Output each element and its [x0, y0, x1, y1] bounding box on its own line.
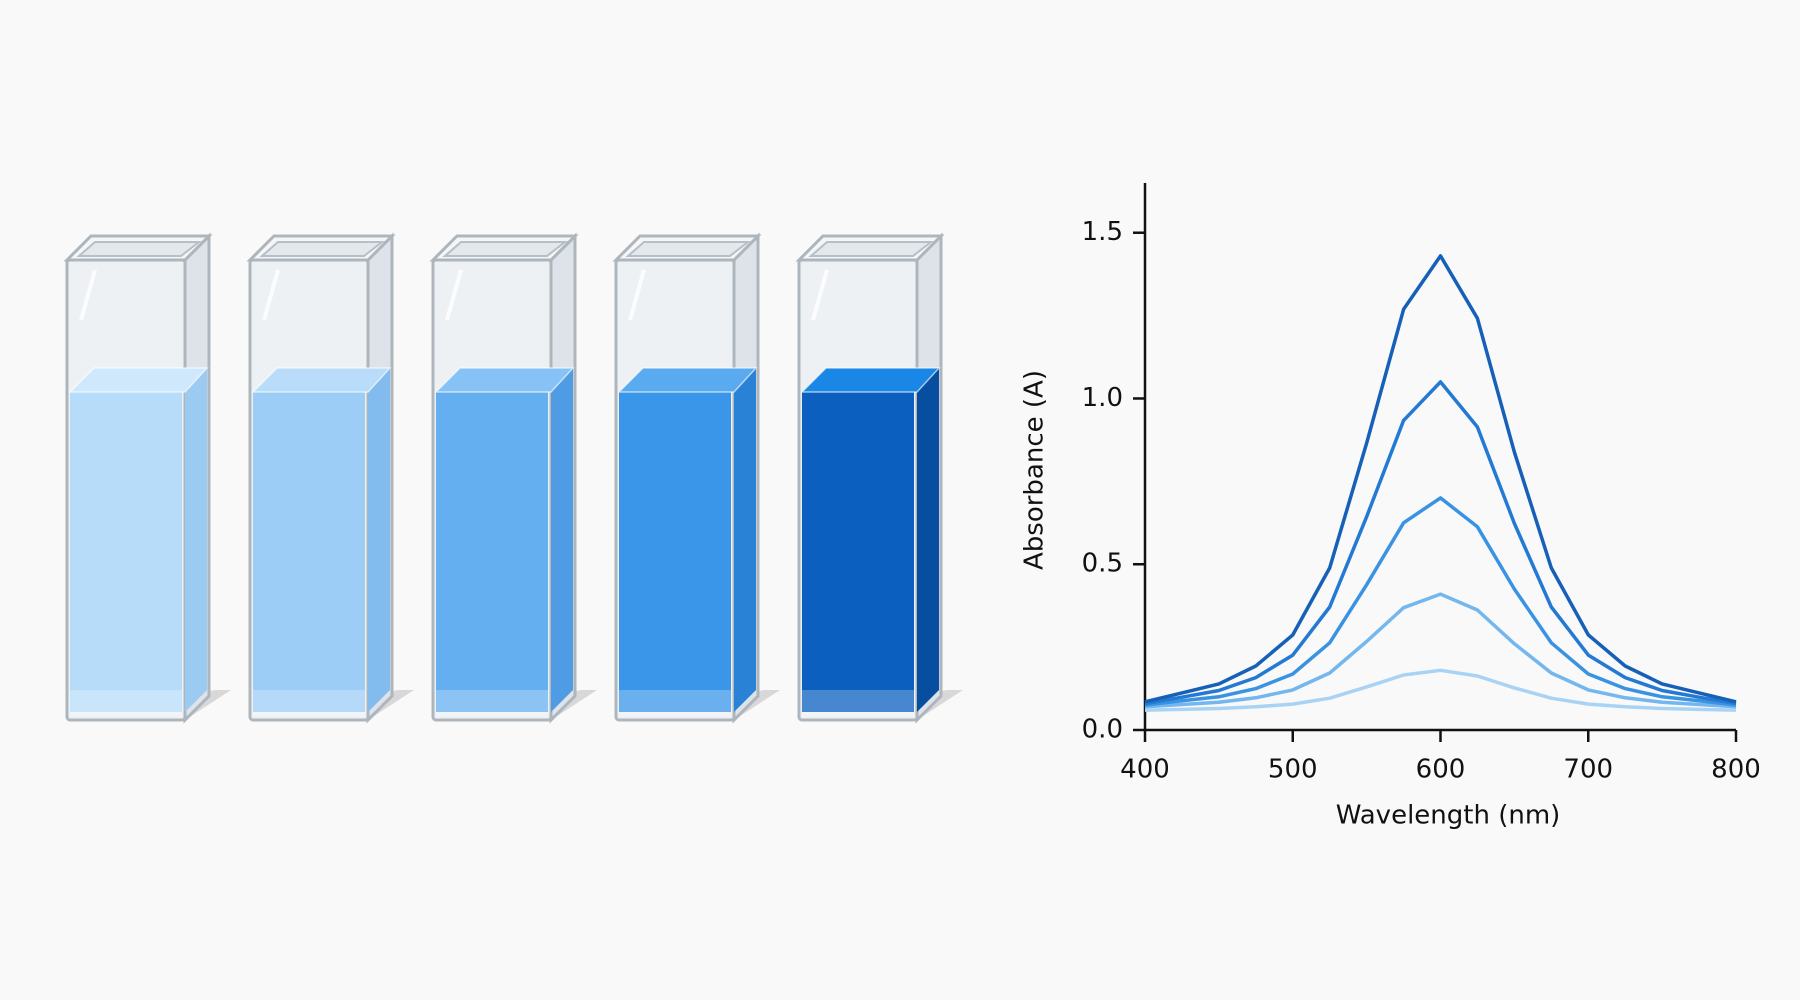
cuvettes [63, 232, 963, 724]
glass-highlight [262, 269, 280, 321]
y-tick-label: 0.5 [1082, 549, 1123, 579]
series-line [1144, 380, 1737, 706]
liquid-side [368, 368, 390, 712]
glass-highlight [445, 269, 463, 321]
glass-highlight [79, 269, 97, 321]
y-tick-label: 0.0 [1082, 715, 1123, 745]
liquid-side [185, 368, 207, 712]
cuvette-base [253, 690, 365, 716]
liquid-surface [434, 367, 575, 393]
liquid-side [551, 368, 573, 712]
cuvette-base [436, 690, 548, 716]
glass-highlight [811, 269, 829, 321]
y-axis-title: Absorbance (A) [1020, 370, 1050, 570]
series-line [1144, 592, 1737, 709]
series-line [1144, 668, 1737, 712]
y-tick-label: 1.5 [1082, 217, 1123, 247]
liquid-surface [617, 367, 758, 393]
x-tick-label: 600 [1416, 755, 1466, 785]
liquid-front [802, 392, 914, 712]
cuvette-opening [625, 241, 751, 257]
glass-highlight [628, 269, 646, 321]
liquid-front [70, 392, 182, 712]
cuvette-opening [442, 241, 568, 257]
x-tick-label: 800 [1711, 755, 1761, 785]
cuvette-opening [259, 241, 385, 257]
cuvette-base [802, 690, 914, 716]
y-tick-label: 1.0 [1082, 383, 1123, 413]
cuvette-opening [76, 241, 202, 257]
liquid-side [734, 368, 756, 712]
x-axis-title: Wavelength (nm) [1336, 801, 1561, 831]
liquid-front [253, 392, 365, 712]
x-tick-label: 700 [1563, 755, 1613, 785]
x-tick-label: 400 [1120, 755, 1170, 785]
liquid-front [619, 392, 731, 712]
liquid-front [436, 392, 548, 712]
liquid-side [917, 368, 939, 712]
cuvette-base [619, 690, 731, 716]
liquid-surface [251, 367, 392, 393]
cuvette-base [70, 690, 182, 716]
series-line [1144, 496, 1737, 707]
liquid-surface [800, 367, 941, 393]
x-tick-label: 500 [1268, 755, 1318, 785]
liquid-surface [68, 367, 209, 393]
cuvette-opening [808, 241, 934, 257]
series-line [1144, 254, 1737, 704]
